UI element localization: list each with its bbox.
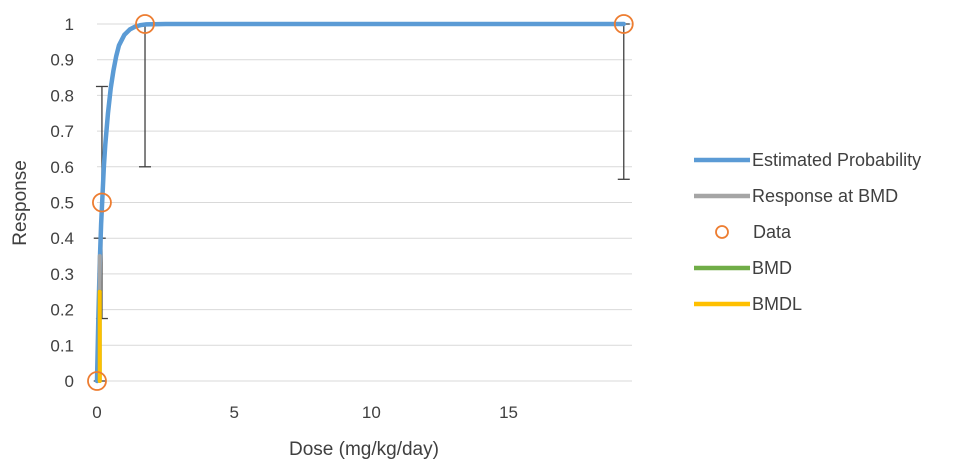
y-tick-label-0: 0	[65, 372, 74, 391]
legend-entry-bmd: BMD	[694, 258, 792, 278]
legend-label: Estimated Probability	[752, 150, 921, 170]
data-point-3	[613, 14, 634, 34]
y-tick-label-5: 0.5	[50, 194, 74, 213]
y-tick-label-2: 0.2	[50, 301, 74, 320]
x-tick-label-1: 5	[229, 403, 238, 422]
y-tick-label-7: 0.7	[50, 122, 74, 141]
axes: 00.10.20.30.40.50.60.70.80.910 5 10 15	[50, 15, 518, 422]
series-line-estimated-probability	[94, 21, 627, 384]
legend-entry-estimated-probability: Estimated Probability	[694, 150, 921, 170]
y-tick-label-9: 0.9	[50, 51, 74, 70]
data-point-0	[87, 371, 107, 391]
legend-label: BMDL	[752, 294, 802, 314]
data-markers	[87, 14, 634, 391]
legend-label: BMD	[752, 258, 792, 278]
legend-entry-bmdl: BMDL	[694, 294, 802, 314]
y-tick-label-6: 0.6	[50, 158, 74, 177]
legend-entry-response-at-bmd: Response at BMD	[694, 186, 898, 206]
y-tick-label-8: 0.8	[50, 86, 74, 105]
data-point-1	[92, 192, 112, 213]
y-tick-label-4: 0.4	[50, 229, 74, 248]
x-tick-label-3: 15	[499, 403, 518, 422]
legend-label: Response at BMD	[752, 186, 898, 206]
data-point-2	[135, 14, 155, 34]
y-tick-label-10: 1	[65, 15, 74, 34]
y-tick-label-1: 0.1	[50, 336, 74, 355]
legend-label: Data	[753, 222, 792, 242]
y-tick-label-3: 0.3	[50, 265, 74, 284]
y-axis-title: Response	[10, 160, 31, 246]
x-axis-title: Dose (mg/kg/day)	[289, 439, 439, 460]
legend-swatch-marker	[715, 225, 729, 239]
error-bar-3	[617, 23, 630, 180]
gridlines	[97, 23, 632, 382]
legend: Estimated Probability Response at BMD Data…	[694, 150, 921, 314]
x-tick-label-0: 0	[92, 403, 101, 422]
legend-entry-data: Data	[715, 222, 792, 242]
series	[94, 21, 627, 384]
x-tick-label-2: 10	[362, 403, 381, 422]
